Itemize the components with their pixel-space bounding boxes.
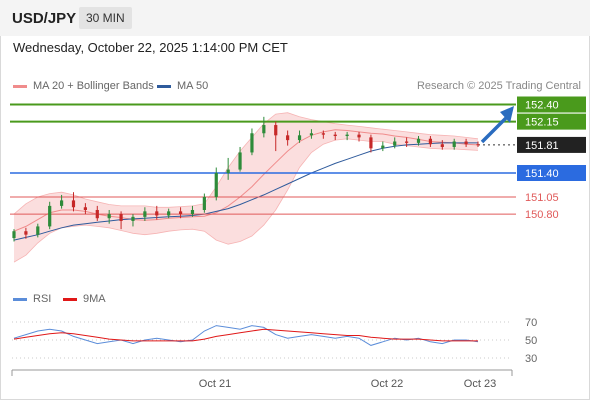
candle-body [214,173,218,197]
candle-body [440,144,444,147]
level-tag-current [517,136,586,153]
legend-ma9: 9MA [63,293,106,305]
candle-body [24,231,28,235]
legend-rsi: RSI [13,293,51,305]
candle-body [83,207,87,210]
candle-body [405,141,409,143]
candle-body [321,133,325,135]
rsi-tick-label: 70 [525,317,537,329]
candle-body [95,209,99,219]
ma9-label: 9MA [83,293,106,305]
timestamp-label: Wednesday, October 22, 2025 1:14:00 PM C… [13,40,288,55]
candle-body [393,141,397,146]
candle-body [333,134,337,137]
ma20-swatch [13,84,27,88]
candle-body [464,141,468,145]
candle-body [143,211,147,217]
candle-body [59,200,64,206]
rsi-swatch [13,297,27,301]
bollinger-lower-line [13,138,479,263]
candle-body [381,145,385,149]
level-tag-target [517,96,586,113]
candle-body [250,133,254,153]
rsi-label: RSI [33,293,52,305]
credit-label: Research © 2025 Trading Central [416,80,581,92]
candle-body [155,211,159,216]
ma9-swatch [63,297,77,301]
level-label-support: 151.05 [525,192,559,204]
bollinger-upper-line [13,112,479,215]
x-tick-label: Oct 21 [199,378,231,390]
candle-body [48,205,52,227]
candle-body [131,216,135,221]
ma20-line [13,129,479,232]
candle-body [369,137,373,149]
candle-body [238,152,242,170]
candle-body [452,141,456,147]
candle-body [226,169,230,173]
candle-body [262,125,266,134]
ma50-label: MA 50 [177,80,209,92]
level-label-target: 152.40 [525,100,559,112]
candle-body [286,135,290,141]
candle-body [357,134,361,138]
projection-arrow-head [500,106,514,123]
symbol-label: USD/JPY [12,10,77,27]
candle-body [416,138,421,143]
x-tick-label: Oct 22 [371,378,403,390]
candle-body [12,231,16,239]
rsi-ma9-line [13,328,478,342]
level-tag-pivot [517,165,586,181]
candle-body [309,133,314,136]
rsi-tick-label: 30 [525,353,537,365]
timeframe-badge[interactable]: 30 MIN [79,7,132,29]
candle-body [71,200,76,208]
candle-body [107,214,111,219]
ma20-label: MA 20 + Bollinger Bands [33,80,154,92]
candle-body [167,211,171,216]
candle-body [202,196,206,210]
projection-arrow-shaft [480,116,508,144]
ma50-swatch [157,84,171,88]
bollinger-band-area [14,112,478,263]
level-label-current: 151.81 [525,140,559,152]
legend-ma20: MA 20 + Bollinger Bands [13,80,154,92]
candle-body [190,209,195,215]
candle-body [274,125,278,136]
candle-body [476,144,480,146]
level-tag-target [517,113,586,130]
level-label-target: 152.15 [525,117,559,129]
candle-body [36,226,40,235]
level-label-pivot: 151.40 [525,168,559,180]
legend-ma50: MA 50 [157,80,208,92]
level-label-support: 150.80 [525,209,559,221]
candle-body [345,134,349,137]
candle-body [428,138,433,145]
rsi-tick-label: 50 [525,335,537,347]
candle-body [178,211,183,215]
ma50-line [13,142,478,241]
x-tick-label: Oct 23 [464,378,496,390]
candle-body [297,135,302,141]
candle-body [119,214,123,221]
